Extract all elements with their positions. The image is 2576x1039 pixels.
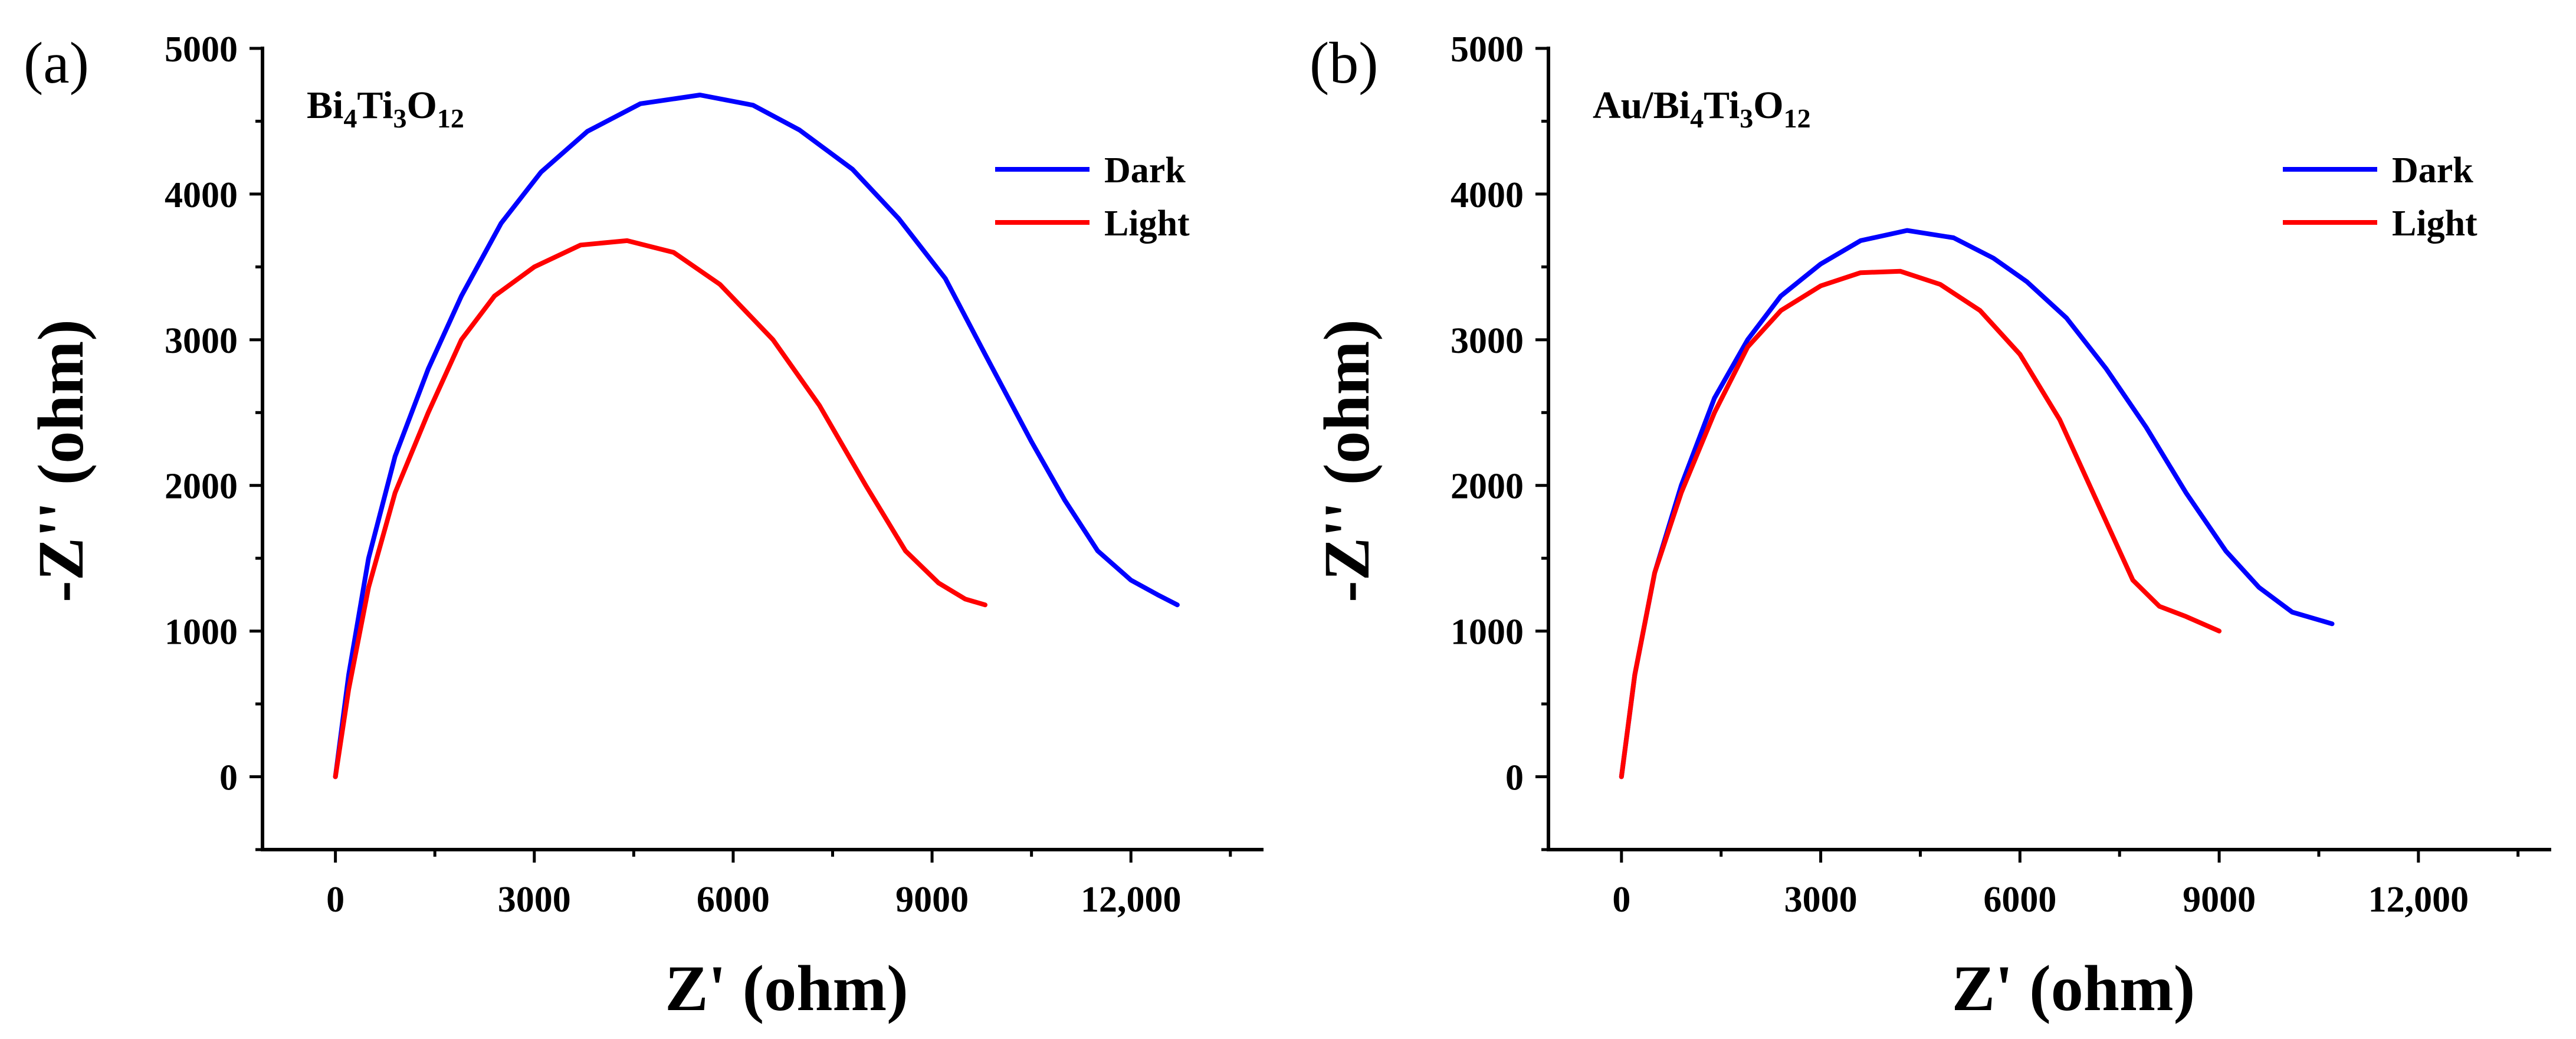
x-tick-label: 3000 [1784,880,1858,920]
x-tick-label: 9000 [895,880,969,920]
subscript-text: 12 [437,103,464,133]
y-tick-label: 5000 [165,30,238,70]
y-tick-label: 1000 [1451,612,1524,653]
x-tick-label: 0 [1612,880,1630,920]
y-tick-label: 1000 [165,612,238,653]
x-tick-label: 12,000 [2368,880,2469,920]
x-tick-label: 6000 [697,880,770,920]
compound-label: Bi4Ti3O12 [307,84,464,133]
x-axis-label: Z' (ohm) [665,952,908,1024]
series-line-light [333,238,987,779]
label-text: Au/Bi [1593,84,1690,127]
subscript-text: 4 [1690,103,1704,133]
label-text: O [1753,84,1783,127]
legend-label-dark: Dark [2392,150,2473,191]
y-tick-label: 3000 [1451,321,1524,361]
x-tick-label: 9000 [2183,880,2256,920]
subscript-text: 12 [1784,103,1811,133]
panel-label: (b) [1310,30,1379,96]
label-text: O [407,84,437,127]
x-tick-label: 12,000 [1081,880,1182,920]
y-tick-label: 4000 [1451,175,1524,215]
compound-label: Au/Bi4Ti3O12 [1593,84,1811,133]
chart-panel-0: 0 1000 2000 3000 4000 5000 0 3000 6000 9000 12,000… [24,30,1264,1024]
y-tick-label: 0 [1505,758,1524,798]
legend-label-dark: Dark [1104,150,1186,191]
y-axis-label: -Z'' (ohm) [25,319,97,602]
series-line-dark [1619,228,2335,779]
label-text: Bi [307,84,343,127]
subscript-text: 3 [1740,103,1753,133]
x-axis-label: Z' (ohm) [1952,952,2196,1024]
x-tick-label: 0 [326,880,344,920]
series-line-light [1619,268,2222,779]
legend-label-light: Light [2392,204,2477,244]
y-tick-label: 2000 [165,467,238,507]
x-tick-label: 6000 [1983,880,2056,920]
x-tick-label: 3000 [498,880,571,920]
subscript-text: 3 [393,103,407,133]
legend-label-light: Light [1104,204,1190,244]
y-tick-label: 4000 [165,175,238,215]
y-axis-label: -Z'' (ohm) [1311,319,1383,602]
chart-panel-1: 0 1000 2000 3000 4000 5000 0 3000 6000 9000 12,000… [1310,30,2551,1024]
y-tick-label: 0 [219,758,238,798]
y-tick-label: 2000 [1451,467,1524,507]
subscript-text: 4 [343,103,357,133]
series-line-dark [333,93,1180,779]
y-tick-label: 5000 [1451,30,1524,70]
label-text: Ti [1704,84,1740,127]
label-text: Ti [357,84,393,127]
panel-label: (a) [24,30,89,96]
y-tick-label: 3000 [165,321,238,361]
